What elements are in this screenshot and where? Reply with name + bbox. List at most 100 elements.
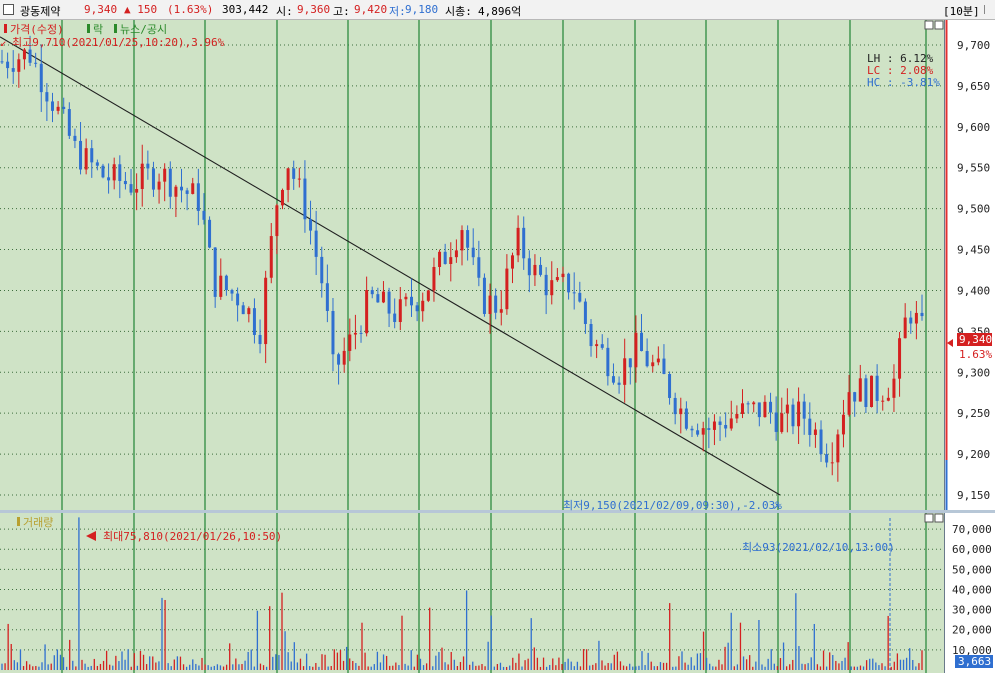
candle-body [841, 414, 845, 435]
candle-body [780, 413, 784, 432]
candle-body [6, 61, 10, 69]
candle-body [735, 413, 739, 419]
chart-header-bar: 광동제약 9,340 ▲ 150 (1.63%) 303,442 시: 9,36… [0, 0, 995, 20]
candle-body [432, 266, 436, 291]
legend-volume[interactable]: 거래량 [23, 516, 53, 529]
candle-body [499, 309, 503, 313]
price-tick-label: 9,150 [957, 489, 990, 502]
max-volume-label: 최대75,810(2021/01/26,10:50) [103, 530, 282, 543]
candle-body [230, 290, 234, 294]
candle-body [393, 313, 397, 323]
volume-value: 303,442 [222, 3, 269, 16]
candle-body [460, 230, 464, 251]
price-change: ▲ 150 [124, 3, 158, 16]
candle-body [129, 184, 133, 193]
candle-body [320, 256, 324, 284]
candle-body [516, 227, 520, 256]
candle-body [376, 294, 380, 303]
candle-body [679, 408, 683, 415]
candle-body [892, 378, 896, 398]
candle-body [673, 397, 677, 415]
header-resize-handle[interactable] [984, 5, 993, 14]
candle-body [421, 300, 425, 312]
price-tick-label: 9,600 [957, 121, 990, 134]
candle-body [101, 165, 105, 178]
candle-body [510, 255, 514, 269]
candle-body [819, 429, 823, 455]
last-price-tag [957, 333, 992, 346]
candle-body [729, 418, 733, 429]
candle-body [168, 168, 172, 197]
candle-body [690, 428, 694, 431]
last-volume-tag [955, 655, 993, 668]
legend-news[interactable]: 뉴스/공시 [120, 23, 167, 36]
candle-body [208, 219, 212, 248]
price-maximize-button[interactable] [934, 20, 944, 30]
candle-body [45, 92, 49, 102]
market-cap-label: 시총: [445, 5, 472, 18]
candle-body [62, 106, 66, 110]
candle-body [252, 308, 256, 335]
candle-body [73, 135, 77, 141]
candle-body [67, 109, 71, 136]
chart-canvas[interactable]: 9,1509,2009,2509,3009,3509,4009,4509,500… [0, 20, 995, 673]
volume-maximize-button[interactable] [934, 513, 944, 523]
max-marker-arrow: ↙ [0, 36, 7, 49]
candle-body [477, 257, 481, 278]
price-plot-area[interactable] [0, 20, 944, 510]
candle-body [583, 301, 587, 325]
volume-tick-label: 30,000 [952, 604, 992, 617]
candle-body [808, 418, 812, 435]
interval-selector[interactable]: [10분] [943, 5, 980, 18]
volume-bars [1, 517, 923, 670]
volume-tick-label: 40,000 [952, 583, 992, 596]
high-value: 9,420 [354, 3, 388, 16]
candle-body [107, 177, 111, 181]
candle-body [365, 290, 369, 334]
low-value: 9,180 [405, 3, 439, 16]
select-checkbox[interactable] [3, 4, 14, 15]
candle-body [258, 334, 262, 345]
candle-body [331, 310, 335, 355]
candle-body [123, 180, 127, 185]
price-minimize-button[interactable] [924, 20, 934, 30]
max-volume-arrow [86, 531, 96, 541]
high-label: 고: [333, 5, 350, 18]
candle-body [79, 140, 83, 170]
candle-body [858, 378, 862, 402]
candle-body [920, 312, 924, 317]
day-separators [61, 20, 927, 510]
candle-body [56, 106, 60, 111]
candle-body [617, 382, 621, 385]
candle-body [410, 296, 414, 306]
candle-body [611, 376, 615, 383]
candle-body [157, 181, 161, 190]
open-label: 시: [276, 5, 293, 18]
candle-body [50, 101, 54, 111]
legend-drop[interactable]: 락 [93, 23, 103, 36]
candle-body [449, 257, 453, 264]
trend-line[interactable] [0, 36, 781, 496]
candle-body [247, 308, 251, 315]
candle-body [337, 354, 341, 365]
price-tick-label: 9,500 [957, 203, 990, 216]
candle-body [443, 251, 447, 264]
stock-name[interactable]: 광동제약 [20, 5, 61, 18]
candle-body [623, 358, 627, 385]
candle-body [174, 186, 178, 197]
volume-plot-area[interactable] [0, 513, 944, 673]
price-tick-label: 9,550 [957, 162, 990, 175]
candle-body [791, 404, 795, 427]
candle-body [471, 247, 475, 258]
candle-body [269, 236, 273, 278]
price-tick-label: 9,650 [957, 80, 990, 93]
candle-body [527, 258, 531, 276]
candle-body [886, 397, 890, 401]
volume-minimize-button[interactable] [924, 513, 934, 523]
panel-divider[interactable] [0, 510, 995, 513]
candle-body [589, 324, 593, 347]
candle-body [39, 63, 43, 93]
volume-day-separators [61, 513, 927, 673]
legend-price[interactable]: 가격(수정) [10, 23, 64, 36]
candle-body [550, 280, 554, 296]
